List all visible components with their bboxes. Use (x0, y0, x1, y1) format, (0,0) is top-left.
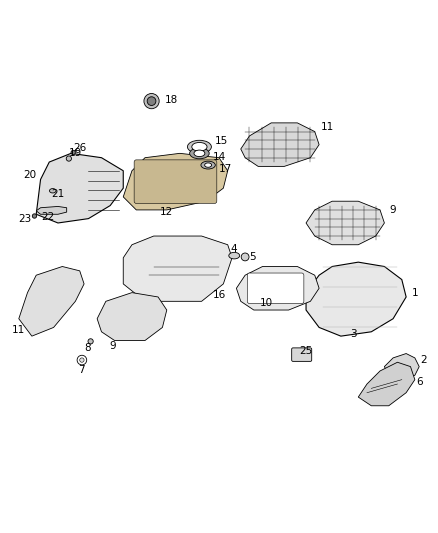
Text: 19: 19 (69, 148, 82, 158)
Text: 18: 18 (165, 95, 178, 105)
Text: 8: 8 (84, 343, 91, 353)
Polygon shape (19, 266, 84, 336)
Ellipse shape (49, 189, 56, 193)
FancyBboxPatch shape (292, 348, 312, 361)
Polygon shape (237, 266, 319, 310)
Ellipse shape (194, 150, 205, 157)
Text: 6: 6 (416, 377, 423, 387)
Text: 5: 5 (249, 252, 255, 262)
Polygon shape (97, 293, 167, 341)
Polygon shape (385, 353, 419, 379)
Text: 17: 17 (219, 164, 232, 174)
FancyBboxPatch shape (247, 273, 304, 303)
Text: 11: 11 (321, 122, 335, 132)
Text: 21: 21 (51, 189, 64, 199)
Text: 22: 22 (41, 212, 55, 222)
Polygon shape (123, 236, 232, 301)
Polygon shape (36, 206, 67, 214)
Ellipse shape (66, 156, 71, 161)
Polygon shape (306, 201, 385, 245)
Text: 25: 25 (300, 346, 313, 357)
Text: 26: 26 (73, 143, 86, 152)
Text: 20: 20 (23, 170, 36, 180)
Ellipse shape (205, 163, 212, 167)
Text: 11: 11 (12, 325, 25, 335)
Polygon shape (241, 123, 319, 166)
Text: 1: 1 (412, 288, 418, 297)
Ellipse shape (241, 253, 249, 261)
Ellipse shape (229, 252, 240, 259)
Text: 16: 16 (212, 290, 226, 300)
Polygon shape (358, 362, 415, 406)
Ellipse shape (32, 214, 37, 218)
Text: 4: 4 (231, 244, 237, 254)
Ellipse shape (77, 356, 87, 365)
Text: 2: 2 (420, 355, 427, 365)
Text: 15: 15 (215, 136, 228, 146)
FancyBboxPatch shape (134, 160, 217, 204)
Text: 7: 7 (78, 365, 85, 375)
Text: 12: 12 (160, 207, 173, 217)
Polygon shape (36, 154, 123, 223)
Ellipse shape (187, 140, 212, 154)
Text: 9: 9 (390, 205, 396, 215)
Text: 10: 10 (260, 298, 273, 309)
Ellipse shape (192, 142, 207, 151)
Ellipse shape (201, 161, 215, 169)
Polygon shape (306, 262, 406, 336)
Ellipse shape (147, 97, 156, 106)
Polygon shape (123, 154, 228, 210)
Ellipse shape (80, 358, 84, 362)
Ellipse shape (144, 93, 159, 109)
Text: 23: 23 (19, 214, 32, 224)
Text: 14: 14 (212, 152, 226, 162)
Text: 9: 9 (109, 341, 116, 351)
Ellipse shape (71, 150, 75, 155)
Ellipse shape (88, 339, 93, 344)
Text: 3: 3 (350, 329, 357, 339)
Ellipse shape (190, 148, 209, 159)
